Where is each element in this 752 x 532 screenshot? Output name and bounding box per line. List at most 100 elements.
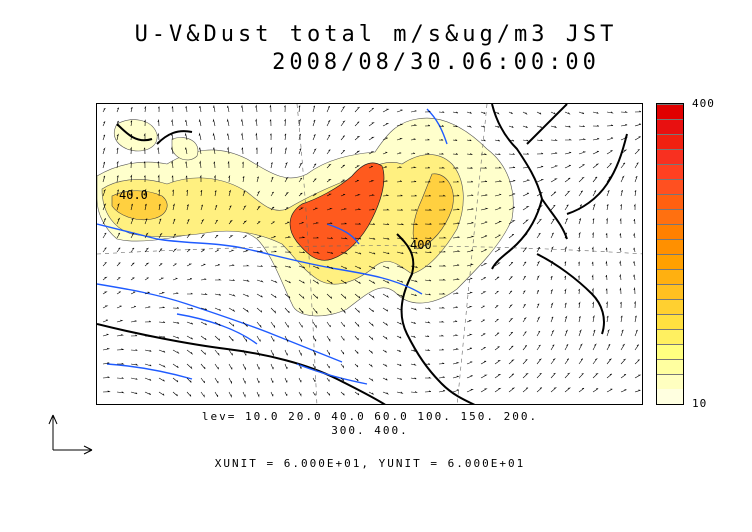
wind-vector [130,305,136,309]
wind-vector [396,237,404,240]
wind-vector [466,194,474,197]
wind-vector [578,125,585,127]
wind-vector [438,376,445,379]
wind-vector [130,377,138,380]
wind-vector [158,363,166,368]
wind-vector [620,343,626,351]
wind-vector [606,137,614,141]
wind-vector [242,205,247,211]
wind-vector [606,124,614,127]
wind-vector [130,320,137,323]
wind-vector [480,139,486,142]
wind-vector [634,175,638,183]
colorbar-segment [657,209,683,224]
wind-vector [326,349,330,356]
wind-vector [228,205,232,211]
wind-vector [466,221,474,225]
wind-vector [564,125,571,128]
wind-vector [368,279,376,285]
wind-vector [256,391,260,398]
wind-vector [634,315,637,323]
wind-vector [326,222,333,225]
colorbar-segment [657,269,683,284]
wind-vector [578,358,584,365]
wind-vector [270,250,277,253]
wind-vector [410,208,418,211]
wind-vector [550,204,556,211]
wind-vector [214,293,221,296]
wind-vector [172,349,180,355]
wind-vector [382,335,388,340]
wind-vector [438,125,444,127]
wind-vector [410,307,418,311]
wind-vector [157,132,160,141]
wind-vector [536,344,541,351]
wind-vector [508,290,513,295]
wind-vector [200,218,205,225]
wind-vector [578,164,585,169]
wind-vector [508,345,514,351]
wind-vector [144,277,149,281]
wind-vector [578,343,583,351]
wind-vector [620,329,624,337]
wind-vector [634,123,642,127]
wind-vector [214,307,221,311]
wind-vector [284,250,292,253]
wind-vector [564,177,571,183]
wind-vector [158,321,166,323]
wind-vector [172,307,179,309]
wind-vector [116,277,121,281]
wind-vector [313,236,319,239]
wind-vector [536,179,545,183]
wind-vector [368,180,375,183]
wind-vector [130,189,133,197]
plot-timestamp: 2008/08/30.06:00:00 [272,50,600,75]
vector-units: XUNIT = 6.000E+01, YUNIT = 6.000E+01 [214,457,526,470]
wind-vector [270,191,274,197]
wind-vector [298,148,302,155]
wind-vector [157,119,160,127]
wind-vector [439,250,446,253]
wind-vector [550,139,558,141]
wind-vector [185,119,188,127]
wind-vector [606,388,613,393]
wind-vector [634,149,640,155]
wind-vector [578,275,580,281]
wind-vector [340,293,347,300]
wind-vector [410,223,419,226]
wind-vector [620,301,622,309]
wind-vector [354,194,361,197]
wind-vector [242,307,249,313]
wind-vector [312,335,317,342]
wind-vector [396,363,402,367]
wind-vector [186,307,194,310]
wind-vector [578,151,587,155]
wind-vector [298,162,303,169]
wind-vector [368,223,375,225]
wind-vector [410,166,417,169]
wind-vector [439,222,447,225]
wind-vector [634,190,637,197]
wind-vector [396,180,402,183]
wind-vector [130,106,133,113]
wind-vector [466,347,473,351]
wind-vector [326,391,331,396]
wind-vector [382,237,390,240]
wind-vector [158,232,163,239]
colorbar-min-label: 10 [692,397,708,410]
wind-vector [116,291,121,295]
wind-vector [396,208,403,211]
wind-vector [158,203,161,211]
colorbar-segment [657,299,683,314]
wind-vector [536,387,543,393]
colorbar-segment [657,329,683,344]
wind-vector [564,164,571,169]
wind-vector [466,249,474,253]
wind-vector [452,250,461,253]
wind-vector [172,218,176,225]
wind-vector [522,261,527,267]
wind-vector [620,189,623,197]
wind-vector [452,320,458,323]
wind-vector [326,134,331,141]
wind-vector [578,373,584,379]
